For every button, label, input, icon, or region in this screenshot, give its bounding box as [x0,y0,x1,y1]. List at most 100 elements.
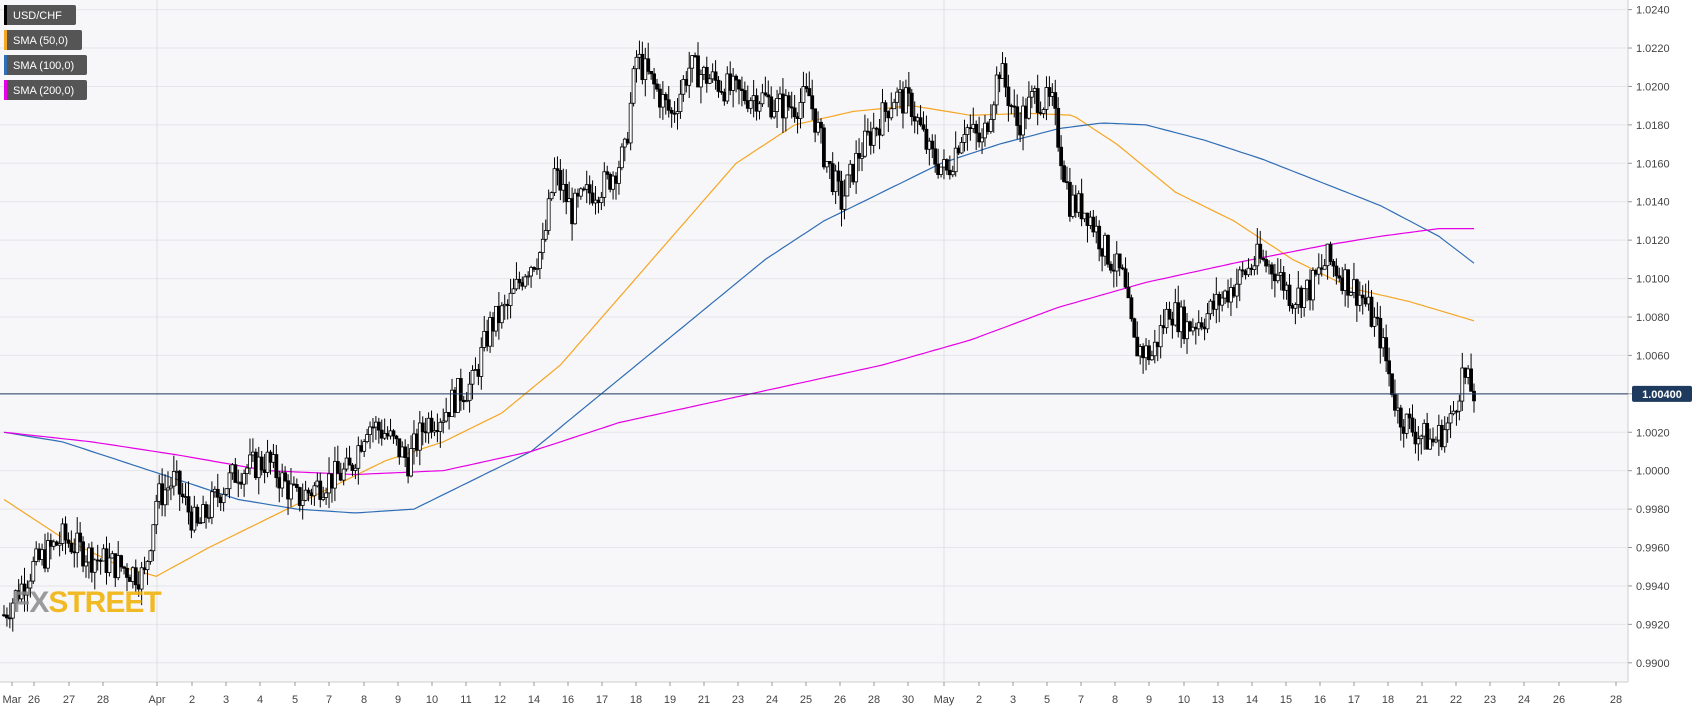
candle-body-up [242,473,247,485]
candle [1454,409,1459,426]
candle [242,469,247,497]
candle-body-up [1021,105,1025,136]
candle-body-down [1390,373,1394,395]
candle-body-down [125,567,129,578]
candle [1220,291,1225,312]
candle [740,76,744,107]
candle-body-down [420,422,425,433]
candle-body-up [634,56,639,70]
candle [1410,404,1415,437]
candle [573,188,577,225]
legend-box [4,5,76,25]
candle-body-up [549,192,554,200]
candle-body-down [1472,390,1476,402]
candle [1240,261,1245,278]
candle-body-up [962,134,967,143]
candle [467,371,472,413]
candle-body-down [1346,269,1350,296]
candle-body-down [1261,257,1266,260]
candle [28,573,33,598]
x-tick-label: 16 [1314,694,1326,706]
candle [950,165,955,178]
legend-item-sma100[interactable]: SMA (100,0) [4,55,87,75]
candle [458,368,463,411]
candle [918,105,923,127]
candle [930,134,935,159]
x-tick-label: 25 [800,694,812,706]
candle-body-down [66,539,71,544]
candle [1293,302,1298,325]
legend-swatch [4,80,7,100]
candle-body-up [356,445,361,469]
y-tick-label: 0.9900 [1636,658,1670,670]
candle-body-down [605,171,610,175]
candle [1445,416,1450,443]
candle [719,80,724,95]
candle [1158,314,1163,359]
candle-body-up [353,467,358,471]
candle-body-up [368,426,372,435]
x-tick-label: 5 [1044,694,1050,706]
candle-body-up [980,137,984,143]
candle-body-down [1387,360,1391,375]
legend-item-sma50[interactable]: SMA (50,0) [4,30,82,50]
legend-item-sma200[interactable]: SMA (200,0) [4,80,87,100]
candle [1041,107,1046,119]
candle-body-down [1035,88,1040,113]
candle [1132,317,1137,338]
legend-item-usdchf[interactable]: USD/CHF [4,5,76,25]
candle-body-down [669,109,674,114]
candle-body-up [107,557,112,573]
candle [511,278,516,295]
candle-body-up [139,567,144,590]
legend-box [4,30,82,50]
candle-body-down [350,464,355,471]
candle-body-up [84,561,88,567]
candle-body-up [526,275,531,278]
x-tick-label: 17 [596,694,608,706]
candle [441,408,446,434]
candle [259,450,264,476]
candle [1047,76,1052,107]
candle [171,455,176,496]
candle [207,504,211,523]
x-tick-label: 4 [257,694,263,706]
candle-body-down [909,92,914,118]
candle-body-up [599,196,604,203]
candle [988,104,993,134]
candle-body-up [748,100,753,109]
candle [1428,428,1432,451]
candle-body-up [994,74,999,106]
candle [1029,85,1034,109]
candle [716,76,721,98]
candle-body-down [740,88,744,91]
x-tick-label: 3 [1010,694,1016,706]
candle [748,97,753,115]
candle-body-up [1322,265,1327,270]
candle [939,166,943,178]
candle [166,471,170,506]
candle-body-up [75,532,80,554]
candle [403,439,408,468]
candle-body-up [341,468,346,481]
candle-body-up [959,142,964,154]
candle [801,71,806,118]
candle [1378,305,1383,364]
candle-body-up [939,166,943,175]
candle-body-up [988,119,993,132]
candle-body-down [233,464,238,483]
candle [1234,268,1239,309]
x-tick-label: 19 [664,694,676,706]
candle-body-up [499,305,504,324]
candle-body-up [707,78,712,84]
current-price-label: 1.00400 [1642,389,1682,401]
candle-body-up [514,278,519,290]
candle [666,85,671,118]
candle [552,157,557,196]
candle [880,88,885,137]
candle [1398,404,1403,441]
x-tick-label: 9 [395,694,401,706]
candle [889,92,894,121]
candle-body-up [1372,316,1377,327]
